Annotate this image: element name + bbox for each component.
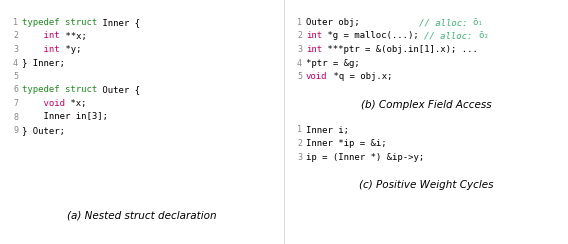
Text: 3: 3 bbox=[297, 45, 302, 54]
Text: int: int bbox=[22, 31, 60, 41]
Text: 5: 5 bbox=[297, 72, 302, 81]
Text: ŏ: ŏ bbox=[473, 18, 478, 27]
Text: 2: 2 bbox=[297, 31, 302, 41]
Text: ₂: ₂ bbox=[483, 31, 488, 41]
Text: 9: 9 bbox=[13, 126, 18, 135]
Text: typedef struct: typedef struct bbox=[22, 85, 97, 94]
Text: Outer {: Outer { bbox=[97, 85, 140, 94]
Text: int: int bbox=[22, 45, 60, 54]
Text: *q = obj.x;: *q = obj.x; bbox=[328, 72, 392, 81]
Text: void: void bbox=[306, 72, 328, 81]
Text: int: int bbox=[306, 45, 322, 54]
Text: int: int bbox=[306, 31, 322, 41]
Text: *g = malloc(...);: *g = malloc(...); bbox=[322, 31, 424, 41]
Text: Inner in[3];: Inner in[3]; bbox=[22, 112, 108, 122]
Text: Outer obj;: Outer obj; bbox=[306, 18, 360, 27]
Text: 5: 5 bbox=[13, 72, 18, 81]
Text: ip = (Inner *) &ip->y;: ip = (Inner *) &ip->y; bbox=[306, 152, 424, 162]
Text: 2: 2 bbox=[297, 139, 302, 148]
Text: 1: 1 bbox=[297, 125, 302, 134]
Text: **x;: **x; bbox=[60, 31, 86, 41]
Text: 1: 1 bbox=[13, 18, 18, 27]
Text: Inner {: Inner { bbox=[97, 18, 140, 27]
Text: 3: 3 bbox=[13, 45, 18, 54]
Text: *ptr = &g;: *ptr = &g; bbox=[306, 59, 360, 68]
Text: 1: 1 bbox=[297, 18, 302, 27]
Text: (c) Positive Weight Cycles: (c) Positive Weight Cycles bbox=[359, 180, 493, 190]
Text: 3: 3 bbox=[297, 152, 302, 162]
Text: // alloc:: // alloc: bbox=[424, 31, 478, 41]
Text: Inner *ip = &i;: Inner *ip = &i; bbox=[306, 139, 387, 148]
Text: // alloc:: // alloc: bbox=[360, 18, 473, 27]
Text: (a) Nested struct declaration: (a) Nested struct declaration bbox=[67, 210, 217, 220]
Text: typedef struct: typedef struct bbox=[22, 18, 97, 27]
Text: void: void bbox=[22, 99, 65, 108]
Text: ₁: ₁ bbox=[478, 18, 483, 27]
Text: 6: 6 bbox=[13, 85, 18, 94]
Text: (b) Complex Field Access: (b) Complex Field Access bbox=[361, 100, 491, 110]
Text: } Outer;: } Outer; bbox=[22, 126, 65, 135]
Text: } Inner;: } Inner; bbox=[22, 59, 65, 68]
Text: *x;: *x; bbox=[65, 99, 86, 108]
Text: Inner i;: Inner i; bbox=[306, 125, 349, 134]
Text: 4: 4 bbox=[13, 59, 18, 68]
Text: 8: 8 bbox=[13, 112, 18, 122]
Text: 4: 4 bbox=[297, 59, 302, 68]
Text: ***ptr = &(obj.in[1].x); ...: ***ptr = &(obj.in[1].x); ... bbox=[322, 45, 478, 54]
Text: ŏ: ŏ bbox=[478, 31, 483, 41]
Text: 2: 2 bbox=[13, 31, 18, 41]
Text: 7: 7 bbox=[13, 99, 18, 108]
Text: *y;: *y; bbox=[60, 45, 81, 54]
